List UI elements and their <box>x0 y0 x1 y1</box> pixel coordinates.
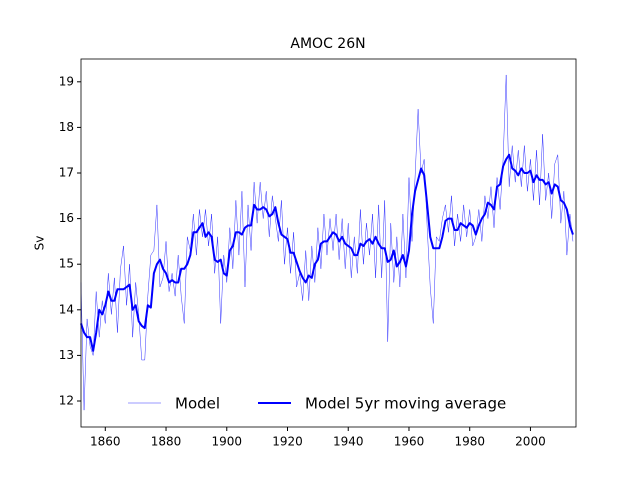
y-tick-label: 19 <box>59 74 74 88</box>
x-tick-label: 1960 <box>394 435 425 449</box>
y-tick-label: 12 <box>59 394 74 408</box>
x-tick-label: 1920 <box>272 435 303 449</box>
plot-frame <box>80 58 577 428</box>
series-line <box>80 74 574 411</box>
series-line <box>80 153 574 352</box>
x-tick-label: 1900 <box>211 435 242 449</box>
y-tick-label: 14 <box>59 302 74 316</box>
chart-title: AMOC 26N <box>290 36 365 52</box>
y-tick-label: 13 <box>59 348 74 362</box>
legend-label: Model 5yr moving average <box>305 395 506 413</box>
x-tick-label: 1860 <box>90 435 121 449</box>
y-tick-label: 18 <box>59 120 74 134</box>
y-axis-label: Sv <box>33 236 47 251</box>
y-tick-label: 15 <box>59 257 74 271</box>
x-tick-label: 2000 <box>515 435 546 449</box>
legend-label: Model <box>175 395 220 413</box>
y-tick-label: 16 <box>59 211 74 225</box>
y-tick-label: 17 <box>59 166 74 180</box>
x-tick-label: 1940 <box>333 435 364 449</box>
x-tick-label: 1880 <box>151 435 182 449</box>
x-tick-label: 1980 <box>454 435 485 449</box>
